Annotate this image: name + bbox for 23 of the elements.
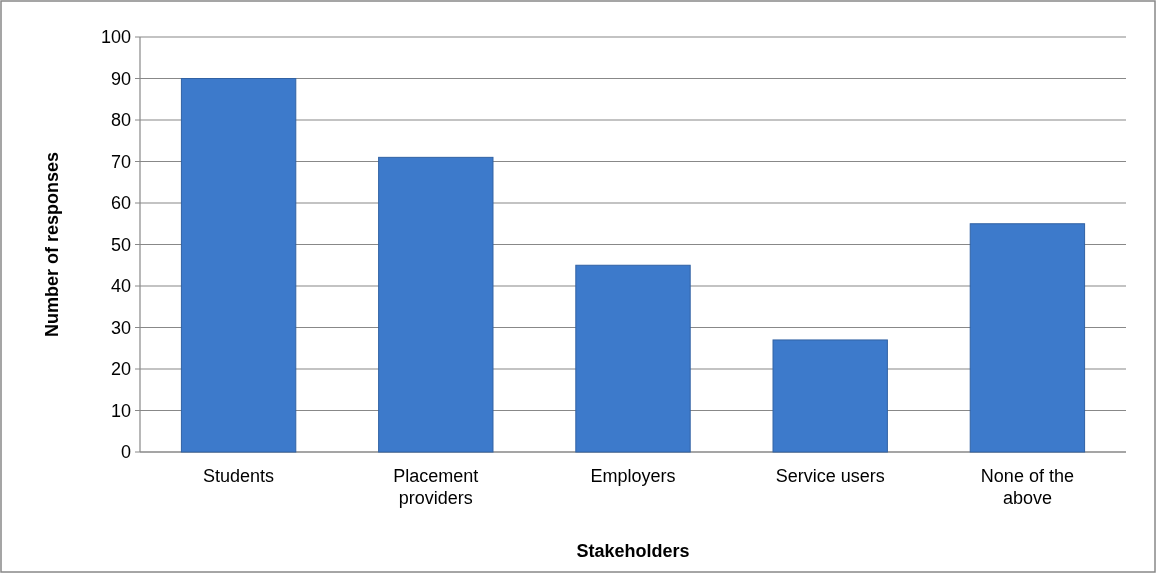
x-tick-label: Placement providers	[393, 466, 479, 508]
bar	[969, 223, 1086, 453]
y-tick-label: 70	[110, 151, 131, 172]
x-tick-label: None of the above	[980, 466, 1074, 508]
x-tick-label: Students	[203, 466, 275, 486]
y-tick-label: 20	[110, 359, 131, 380]
y-tick-label: 30	[110, 317, 131, 338]
bar	[378, 156, 494, 453]
y-tick-label: 100	[100, 27, 131, 48]
y-tick-label: 80	[110, 110, 131, 131]
y-tick-label: 50	[110, 234, 131, 255]
bar	[180, 78, 297, 453]
y-tick-label: 90	[110, 68, 131, 89]
y-axis-title: Number of responses	[42, 151, 62, 338]
x-tick-label: Service users	[775, 466, 885, 486]
y-tick-label: 40	[110, 276, 131, 297]
y-tick-label: 60	[110, 193, 131, 214]
y-tick-label: 0	[120, 442, 131, 463]
x-axis-title: Stakeholders	[576, 541, 690, 561]
bar	[772, 339, 888, 453]
y-tick-label: 10	[110, 400, 131, 421]
bar	[575, 264, 691, 453]
x-tick-label: Employers	[590, 466, 676, 486]
